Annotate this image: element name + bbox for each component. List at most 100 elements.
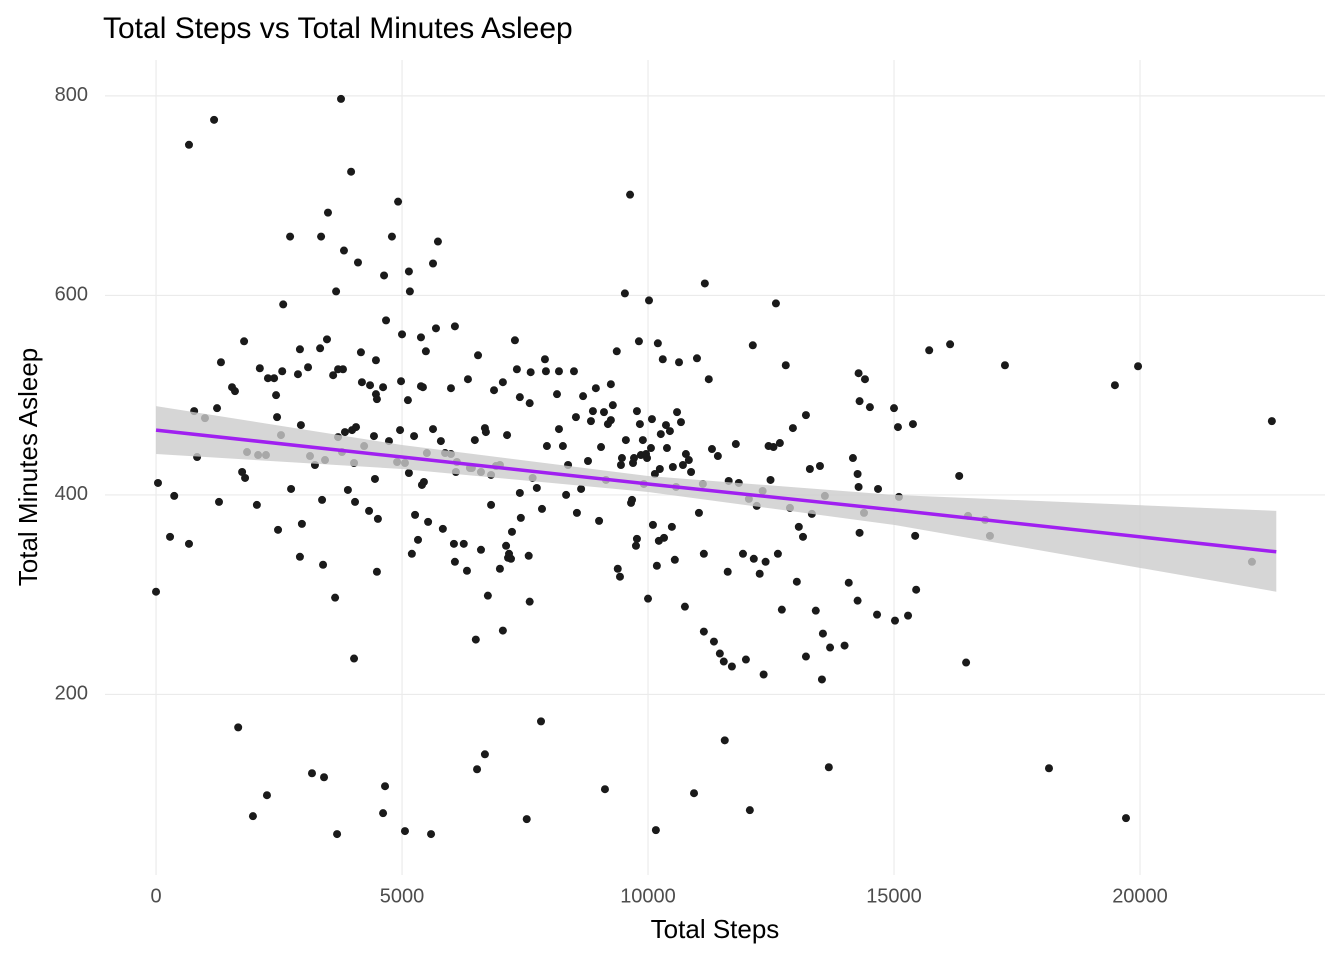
point: [272, 391, 281, 400]
point: [184, 140, 193, 149]
point: [635, 420, 644, 429]
point: [731, 440, 740, 449]
point: [824, 763, 833, 772]
point: [554, 367, 563, 376]
point: [421, 347, 430, 356]
point: [537, 504, 546, 513]
point: [579, 392, 588, 401]
point: [621, 436, 630, 445]
point: [295, 345, 304, 354]
point: [541, 367, 550, 376]
point: [449, 539, 458, 548]
point: [424, 517, 433, 526]
point: [715, 649, 724, 658]
point: [405, 287, 414, 296]
point: [741, 655, 750, 664]
point: [427, 830, 436, 839]
point: [318, 495, 327, 504]
point: [805, 464, 814, 473]
point: [459, 539, 468, 548]
point: [512, 365, 521, 374]
point: [644, 296, 653, 305]
point: [665, 427, 674, 436]
point: [248, 812, 257, 821]
point: [599, 408, 608, 417]
point: [865, 403, 874, 412]
point: [777, 605, 786, 614]
point: [372, 395, 381, 404]
point: [525, 399, 534, 408]
point: [626, 190, 635, 199]
point: [925, 346, 934, 355]
point: [577, 484, 586, 493]
point: [653, 339, 662, 348]
point: [506, 554, 515, 563]
point: [616, 461, 625, 470]
point: [650, 469, 659, 478]
point: [911, 531, 920, 540]
point: [606, 416, 615, 425]
point: [606, 380, 615, 389]
point: [252, 500, 261, 509]
point: [480, 750, 489, 759]
point: [333, 830, 342, 839]
point: [668, 463, 677, 472]
point: [379, 809, 388, 818]
point: [382, 316, 391, 325]
point: [213, 404, 222, 413]
x-axis-title: Total Steps: [651, 914, 780, 944]
point: [429, 259, 438, 268]
point: [397, 377, 406, 386]
point: [631, 541, 640, 550]
point: [418, 383, 427, 392]
point: [781, 361, 790, 370]
point: [483, 591, 492, 600]
point: [738, 549, 747, 558]
point: [853, 469, 862, 478]
point: [658, 355, 667, 364]
point: [411, 510, 420, 519]
point: [676, 418, 685, 427]
point: [476, 545, 485, 554]
point: [473, 765, 482, 774]
point: [826, 643, 835, 652]
point: [339, 246, 348, 255]
point: [295, 552, 304, 561]
point: [569, 367, 578, 376]
point: [848, 454, 857, 463]
point: [647, 415, 656, 424]
point: [369, 432, 378, 441]
point: [293, 370, 302, 379]
point: [353, 258, 362, 267]
point: [661, 421, 670, 430]
point: [240, 337, 249, 346]
point: [379, 383, 388, 392]
point: [855, 528, 864, 537]
point: [352, 423, 361, 432]
point: [166, 532, 175, 541]
point: [273, 413, 282, 422]
point: [955, 471, 964, 480]
point: [1110, 381, 1119, 390]
point: [562, 490, 571, 499]
point: [699, 627, 708, 636]
point: [723, 567, 732, 576]
point: [278, 367, 287, 376]
point: [343, 485, 352, 494]
point: [692, 354, 701, 363]
point: [471, 635, 480, 644]
point: [331, 593, 340, 602]
point: [681, 450, 690, 459]
point: [632, 534, 641, 543]
point: [429, 425, 438, 434]
point: [419, 477, 428, 486]
point: [542, 442, 551, 451]
point: [537, 717, 546, 726]
point: [463, 375, 472, 384]
point: [526, 368, 535, 377]
point: [794, 522, 803, 531]
point: [241, 473, 250, 482]
point: [667, 522, 676, 531]
point: [1267, 417, 1276, 426]
point: [766, 475, 775, 484]
